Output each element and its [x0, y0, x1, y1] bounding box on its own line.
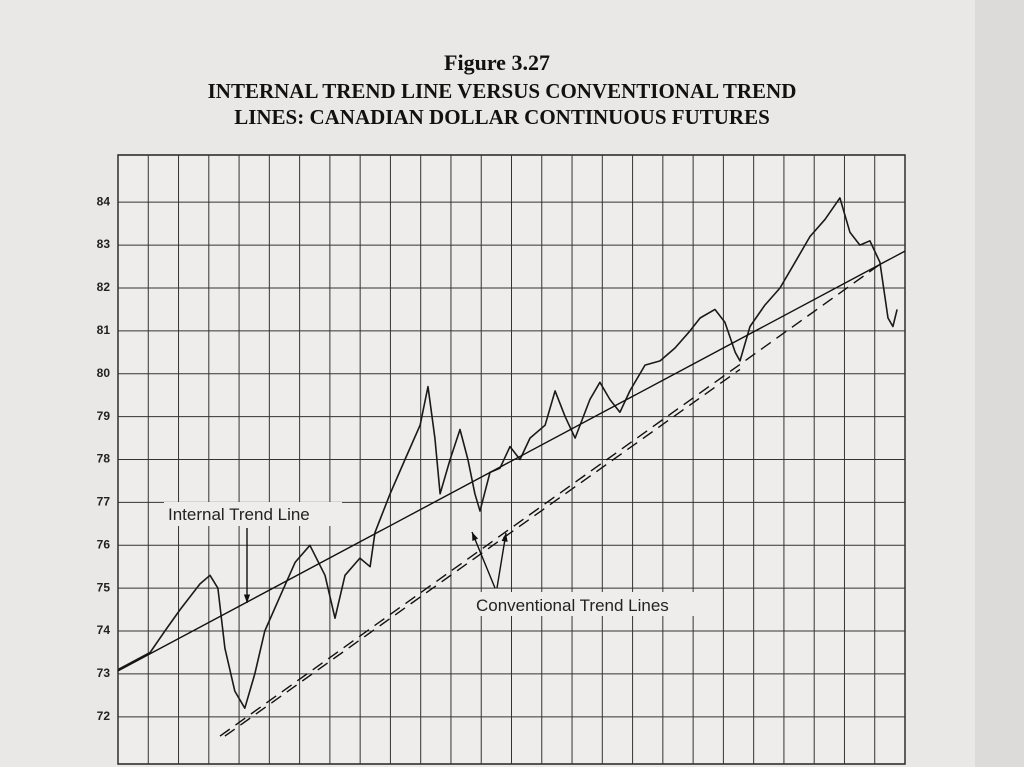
chart-subtitle: LINES: CANADIAN DOLLAR CONTINUOUS FUTURE… — [234, 105, 770, 129]
conventional-trend-line — [219, 263, 881, 737]
annotation-background — [472, 592, 716, 616]
y-tick-label: 81 — [97, 323, 111, 337]
y-tick-label: 73 — [97, 666, 111, 680]
y-tick-label: 84 — [97, 194, 111, 208]
y-tick-label: 76 — [97, 537, 111, 551]
y-tick-label: 74 — [97, 623, 111, 637]
annotation: Internal Trend Line — [168, 505, 310, 524]
y-tick-label: 79 — [97, 409, 111, 423]
chart-subtitle: INTERNAL TREND LINE VERSUS CONVENTIONAL … — [208, 79, 797, 103]
annotation-arrow — [471, 531, 496, 589]
y-tick-label: 78 — [97, 452, 111, 466]
annotation-arrow — [496, 532, 507, 589]
chart-title: Figure 3.27 — [444, 50, 550, 75]
annotation-background — [164, 502, 342, 526]
price-line — [117, 197, 898, 709]
y-tick-label: 80 — [97, 366, 111, 380]
page-edge — [975, 0, 1024, 767]
y-tick-label: 75 — [97, 580, 111, 594]
conventional-trend-line — [224, 368, 741, 737]
y-tick-label: 77 — [97, 495, 111, 509]
arrow-head — [501, 533, 508, 542]
internal-trend-line — [117, 250, 906, 672]
arrow-head — [472, 532, 479, 541]
y-tick-label: 82 — [97, 280, 111, 294]
y-tick-label: 72 — [97, 709, 111, 723]
y-tick-label: 83 — [97, 237, 111, 251]
annotation: Conventional Trend Lines — [476, 596, 669, 615]
arrow-head — [243, 594, 251, 603]
